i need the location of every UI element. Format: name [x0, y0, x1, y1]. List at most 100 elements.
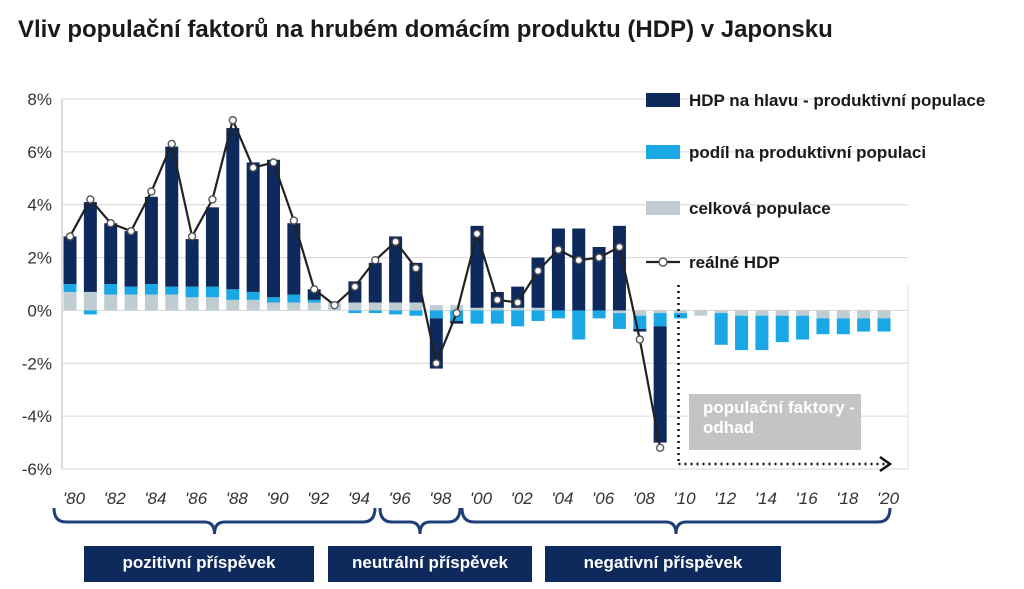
real-gdp-point: [493, 295, 502, 305]
bar-segment: [124, 294, 138, 311]
bar-segment: [490, 307, 504, 311]
bar-segment: [409, 302, 423, 311]
x-tick-label: '80: [63, 489, 86, 508]
bar-segment: [674, 313, 687, 319]
bar-segment: [307, 299, 321, 303]
legend-line-marker: [658, 257, 668, 267]
bar-segment: [551, 310, 565, 319]
x-tick-label: '00: [470, 489, 493, 508]
legend-swatch: [646, 201, 680, 215]
period-braces: [52, 507, 892, 535]
real-gdp-point: [147, 187, 156, 196]
x-tick-label: '02: [511, 489, 534, 508]
real-gdp-line-path: [69, 116, 662, 449]
bar-segment: [714, 310, 728, 314]
bar-segment: [104, 284, 118, 295]
legend: HDP na hlavu - produktivní populace podíl…: [646, 91, 985, 272]
period-brace: [378, 507, 462, 535]
bar-segment: [144, 284, 158, 295]
legend-label: podíl na produktivní populaci: [689, 143, 926, 162]
bar-segment: [389, 310, 403, 315]
bar-segment: [226, 128, 240, 290]
period-brace: [52, 507, 377, 535]
real-gdp-point: [167, 139, 176, 149]
bar-segment: [63, 291, 77, 311]
legend-swatch: [646, 93, 680, 107]
bar-segment: [694, 310, 708, 316]
bar-segment: [450, 321, 464, 324]
bars: [63, 128, 891, 443]
bar-segment: [368, 262, 382, 303]
bar-segment: [226, 289, 240, 300]
x-tick-label: '10: [673, 489, 696, 508]
bar-segment: [246, 299, 260, 311]
x-tick-label: '12: [714, 489, 737, 508]
bar-segment: [796, 310, 810, 316]
bar-segment: [429, 305, 443, 311]
forecast-label: populační faktory - odhad: [689, 394, 861, 450]
bar-segment: [511, 310, 525, 327]
bar-segment: [470, 310, 484, 324]
bar-segment: [226, 299, 240, 311]
x-tick-label: '88: [226, 489, 249, 508]
bar-segment: [348, 310, 362, 314]
bar-segment: [775, 315, 789, 343]
bar-segment: [165, 286, 179, 295]
bar-segment: [816, 318, 830, 335]
bar-segment: [307, 289, 321, 300]
real-gdp-point: [208, 195, 217, 204]
period-label: negativní příspěvek: [545, 546, 781, 582]
bar-segment: [165, 146, 179, 287]
real-gdp-point: [187, 232, 197, 241]
bar-segment: [796, 315, 810, 340]
bar-segment: [531, 307, 545, 311]
bar-segment: [124, 286, 138, 295]
bar-segment: [633, 328, 647, 332]
x-tick-label: '16: [796, 489, 819, 508]
real-gdp-point: [310, 285, 319, 294]
bar-segment: [63, 284, 77, 292]
x-tick-label: '92: [307, 489, 330, 508]
real-gdp-point: [411, 263, 421, 273]
x-tick-label: '18: [836, 489, 859, 508]
y-tick-label: -2%: [22, 354, 52, 373]
bar-segment: [612, 313, 626, 329]
bar-segment: [144, 294, 158, 311]
x-tick-label: '14: [755, 489, 777, 508]
x-tick-label: '86: [185, 489, 208, 508]
real-gdp-point: [106, 219, 115, 228]
bar-segment: [836, 318, 850, 335]
bar-segment: [816, 310, 830, 319]
bar-segment: [307, 302, 321, 311]
bar-segment: [185, 239, 199, 287]
bar-segment: [83, 310, 97, 315]
real-gdp-point: [594, 253, 604, 262]
x-tick-label: '04: [551, 489, 573, 508]
real-gdp-point: [350, 282, 360, 291]
bar-segment: [246, 162, 260, 292]
period-label: neutrální příspěvek: [328, 546, 532, 582]
bar-segment: [836, 310, 850, 319]
bar-segment: [735, 315, 749, 351]
real-gdp-point: [513, 298, 522, 307]
real-gdp-point: [269, 158, 278, 167]
y-tick-label: 8%: [27, 90, 52, 109]
real-gdp-point: [228, 115, 238, 125]
chart-title: Vliv populační faktorů na hrubém domácím…: [18, 16, 833, 43]
real-gdp-point: [126, 226, 136, 236]
period-label: pozitivní příspěvek: [84, 546, 314, 582]
bar-segment: [205, 297, 219, 311]
bar-segment: [63, 236, 77, 284]
bar-segment: [287, 302, 301, 311]
bar-segment: [490, 310, 504, 324]
bar-segment: [185, 297, 199, 311]
bar-segment: [185, 286, 199, 298]
bar-segment: [592, 247, 606, 311]
y-tick-label: 2%: [27, 249, 52, 268]
bar-segment: [287, 223, 301, 295]
legend-swatch: [646, 145, 680, 159]
real-gdp-point: [248, 163, 258, 172]
bar-segment: [755, 310, 769, 316]
y-tick-label: 0%: [27, 301, 52, 320]
